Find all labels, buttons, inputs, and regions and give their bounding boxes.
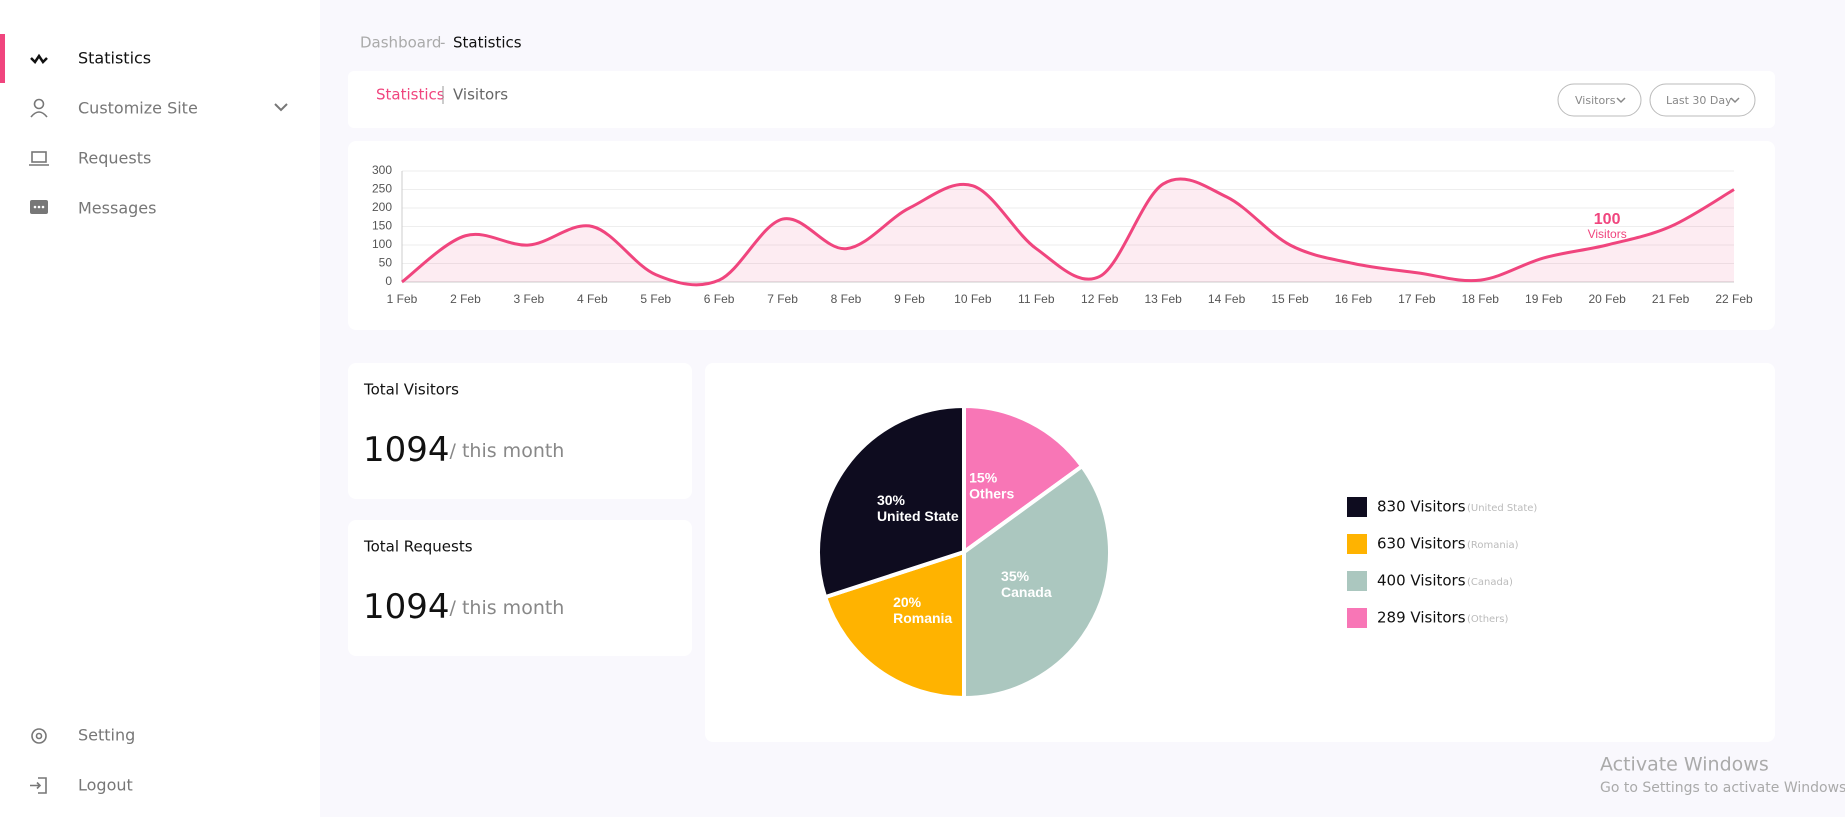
x-tick-label: 5 Feb xyxy=(640,292,671,306)
legend-note: (Romania) xyxy=(1467,540,1519,551)
tab[interactable]: Visitors xyxy=(453,86,508,104)
dropdown[interactable] xyxy=(1557,83,1642,117)
pie-value-label: 30% xyxy=(877,492,906,508)
pie-slice xyxy=(816,403,966,600)
area xyxy=(402,178,1734,285)
chevron-icon[interactable] xyxy=(274,103,288,112)
pie-value-label: 15% xyxy=(969,470,998,486)
legend-label: 400 Visitors xyxy=(1377,572,1466,590)
x-tick-label: 18 Feb xyxy=(1462,292,1500,306)
stat-value: 1094/ this month xyxy=(363,587,564,627)
stat-value: 1094/ this month xyxy=(363,430,564,470)
nav-item[interactable]: Requests xyxy=(78,149,151,168)
x-tick-label: 13 Feb xyxy=(1144,292,1182,306)
line xyxy=(401,177,1735,287)
x-tick-label: 1 Feb xyxy=(387,292,418,306)
y-tick-label: 300 xyxy=(372,163,392,177)
x-tick-label: 16 Feb xyxy=(1335,292,1373,306)
dropdown-label[interactable]: Visitors xyxy=(1575,94,1616,107)
x-tick-label: 15 Feb xyxy=(1271,292,1309,306)
charts: 0 50 100 150 200 250 300 1 Feb 2 Feb 3 Feb 4 Feb 5 … xyxy=(372,163,1753,701)
y-tick-label: 0 xyxy=(385,274,392,288)
setting-icon xyxy=(31,728,47,744)
stat-title: Total Visitors xyxy=(363,381,459,399)
pie-category-label: United State xyxy=(877,508,959,524)
breadcrumb-link[interactable]: Dashboard xyxy=(360,34,441,52)
pie-slice xyxy=(962,403,1085,556)
x-tick-label: 4 Feb xyxy=(577,292,608,306)
x-tick-label: 20 Feb xyxy=(1588,292,1626,306)
statistics-icon xyxy=(30,53,48,64)
legend-label: 830 Visitors xyxy=(1377,498,1466,516)
sidebar xyxy=(0,0,320,817)
y-tick-label: 50 xyxy=(379,256,393,270)
watermark: Activate Windows xyxy=(1600,754,1769,776)
message-icon xyxy=(30,200,48,214)
tabs-card xyxy=(348,71,1775,128)
pie-value-label: 20% xyxy=(893,594,922,610)
y-tick-label: 250 xyxy=(372,182,392,196)
annotation: Visitors xyxy=(1588,227,1627,241)
x-tick-label: 8 Feb xyxy=(831,292,862,306)
pie-category-label: Romania xyxy=(893,610,952,626)
tab[interactable]: Statistics xyxy=(376,86,445,104)
nav-item[interactable]: Messages xyxy=(78,199,156,218)
x-tick-label: 21 Feb xyxy=(1652,292,1690,306)
x-tick-label: 14 Feb xyxy=(1208,292,1246,306)
legend-note: (Others) xyxy=(1467,614,1509,625)
stat-unit: / this month xyxy=(450,597,565,619)
x-tick-label: 9 Feb xyxy=(894,292,925,306)
x-tick-label: 2 Feb xyxy=(450,292,481,306)
legend-swatch xyxy=(1347,571,1367,591)
x-tick-label: 11 Feb xyxy=(1018,292,1055,306)
logout-icon xyxy=(30,777,47,794)
legend-note: (United State) xyxy=(1467,503,1537,514)
x-tick-label: 22 Feb xyxy=(1715,292,1753,306)
data-label: 100 xyxy=(1594,211,1621,228)
legend-swatch xyxy=(1347,534,1367,554)
legend-label: 289 Visitors xyxy=(1377,609,1466,627)
y-tick-label: 150 xyxy=(372,219,392,233)
pie-slice xyxy=(822,549,966,701)
y-tick-label: 100 xyxy=(372,237,392,251)
nav-item[interactable]: Setting xyxy=(78,726,135,745)
legend-label: 630 Visitors xyxy=(1377,535,1466,553)
pie-slice xyxy=(962,463,1112,701)
x-tick-label: 19 Feb xyxy=(1525,292,1563,306)
dropdown-chevron xyxy=(1616,97,1626,104)
x-tick-label: 10 Feb xyxy=(954,292,992,306)
x-tick-label: 3 Feb xyxy=(514,292,545,306)
stat-card xyxy=(348,363,692,499)
breadcrumb-current: Statistics xyxy=(453,34,522,52)
x-tick-label: 7 Feb xyxy=(767,292,798,306)
stat-card xyxy=(348,520,692,656)
x-tick-label: 12 Feb xyxy=(1081,292,1119,306)
dropdown-chevron xyxy=(1730,97,1740,104)
pie-category-label: Others xyxy=(969,486,1014,502)
legend-swatch xyxy=(1347,608,1367,628)
nav-item[interactable]: Logout xyxy=(78,776,133,795)
stat-unit: / this month xyxy=(450,440,565,462)
nav-item[interactable]: Customize Site xyxy=(78,99,198,118)
pie-category-label: Canada xyxy=(1001,584,1052,600)
nav-item[interactable]: Statistics xyxy=(78,49,151,68)
watermark: Go to Settings to activate Windows. xyxy=(1600,780,1845,796)
x-tick-label: 6 Feb xyxy=(704,292,735,306)
stat-number: 1094 xyxy=(363,430,450,470)
dropdown[interactable] xyxy=(1649,83,1756,117)
legend-note: (Canada) xyxy=(1467,577,1513,588)
breadcrumb-separator: - xyxy=(440,34,445,52)
y-tick-label: 200 xyxy=(372,200,392,214)
dropdown-label[interactable]: Last 30 Day xyxy=(1666,94,1732,107)
user-icon xyxy=(30,98,48,118)
stat-number: 1094 xyxy=(363,587,450,627)
legend-swatch xyxy=(1347,497,1367,517)
laptop-icon xyxy=(29,151,49,166)
active-indicator xyxy=(0,34,5,83)
stat-title: Total Requests xyxy=(363,538,473,556)
x-tick-label: 17 Feb xyxy=(1398,292,1436,306)
pie-value-label: 35% xyxy=(1001,568,1030,584)
